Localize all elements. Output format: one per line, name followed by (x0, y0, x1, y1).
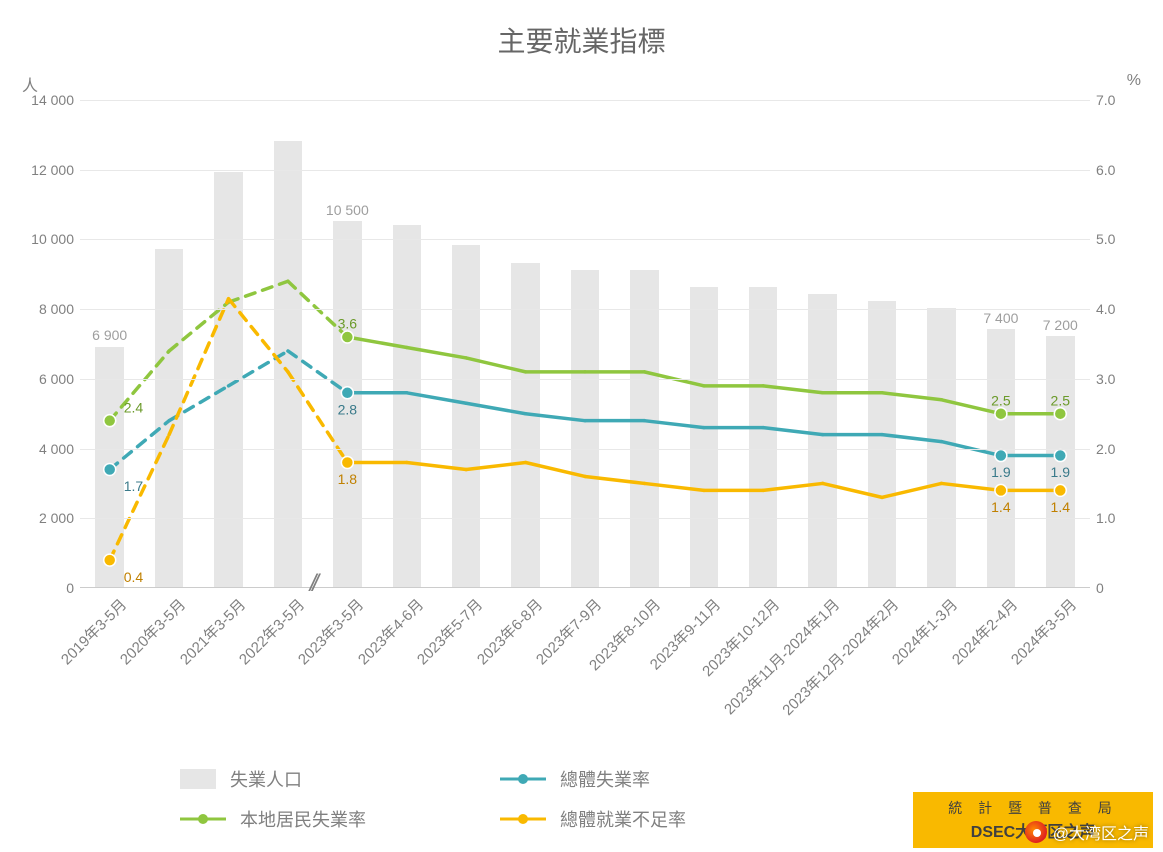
x-axis-labels: 2019年3-5月2020年3-5月2021年3-5月2022年3-5月2023… (80, 594, 1090, 744)
series-marker (341, 457, 353, 469)
legend-item: 失業人口 (180, 766, 500, 792)
gridline (80, 379, 1090, 380)
series-value-label: 2.5 (991, 392, 1011, 408)
series-segment (585, 476, 644, 483)
series-segment (169, 299, 228, 435)
series-value-label: 2.4 (124, 399, 144, 415)
plot-area: 6 90010 5007 4007 200 1.72.81.91.92.43.6… (80, 100, 1090, 588)
legend-line-swatch (500, 769, 546, 789)
legend-item: 本地居民失業率 (180, 806, 500, 832)
series-value-label: 1.9 (991, 464, 1011, 480)
series-marker (995, 408, 1007, 420)
weibo-text: @大湾区之声 (1053, 820, 1149, 844)
series-segment (882, 435, 941, 442)
series-segment (882, 393, 941, 400)
series-segment (763, 483, 822, 490)
y1-tick: 0 (18, 580, 74, 596)
series-segment (229, 351, 288, 386)
series-value-label: 1.4 (991, 499, 1011, 515)
line-layer: 1.72.81.91.92.43.62.52.50.41.81.41.4 (80, 100, 1090, 588)
series-segment (526, 414, 585, 421)
series-marker (995, 484, 1007, 496)
gridline (80, 170, 1090, 171)
y2-tick: 1.0 (1096, 510, 1130, 526)
legend-line-swatch (180, 809, 226, 829)
series-segment (823, 483, 882, 497)
legend-label: 總體就業不足率 (560, 806, 686, 832)
series-marker (1054, 484, 1066, 496)
series-segment (407, 463, 466, 470)
series-marker (104, 415, 116, 427)
series-segment (407, 347, 466, 357)
weibo-icon (1025, 821, 1047, 843)
y2-tick: 4.0 (1096, 301, 1130, 317)
series-value-label: 2.5 (1051, 392, 1071, 408)
legend-line-swatch (500, 809, 546, 829)
y2-tick: 6.0 (1096, 162, 1130, 178)
series-segment (110, 435, 169, 560)
y1-tick: 10 000 (18, 231, 74, 247)
series-segment (644, 483, 703, 490)
y2-tick: 0 (1096, 580, 1130, 596)
series-marker (341, 331, 353, 343)
series-segment (466, 358, 525, 372)
series-marker (1054, 408, 1066, 420)
series-segment (644, 421, 703, 428)
legend-item: 總體失業率 (500, 766, 820, 792)
y1-tick: 6 000 (18, 371, 74, 387)
series-segment (941, 483, 1000, 490)
legend-label: 本地居民失業率 (240, 806, 366, 832)
legend-bar-swatch (180, 769, 216, 789)
logo-line1: 統 計 暨 普 查 局 (948, 798, 1117, 818)
legend-label: 失業人口 (230, 766, 302, 792)
y1-tick: 8 000 (18, 301, 74, 317)
chart-title: 主要就業指標 (0, 20, 1163, 60)
series-segment (229, 281, 288, 302)
series-segment (882, 483, 941, 497)
gridline (80, 239, 1090, 240)
series-segment (347, 337, 406, 347)
series-marker (104, 554, 116, 566)
x-category-label: 2023年12月-2024年2月 (777, 594, 903, 720)
series-value-label: 0.4 (124, 569, 144, 585)
y1-tick: 12 000 (18, 162, 74, 178)
y2-tick: 2.0 (1096, 441, 1130, 457)
series-segment (466, 463, 525, 470)
series-marker (995, 450, 1007, 462)
series-value-label: 1.4 (1051, 499, 1071, 515)
series-marker (1054, 450, 1066, 462)
y2-tick: 3.0 (1096, 371, 1130, 387)
series-marker (341, 387, 353, 399)
series-segment (526, 463, 585, 477)
y1-tick: 14 000 (18, 92, 74, 108)
y2-tick: 7.0 (1096, 92, 1130, 108)
gridline (80, 449, 1090, 450)
gridline (80, 518, 1090, 519)
weibo-watermark: @大湾区之声 (1025, 820, 1149, 844)
series-segment (110, 421, 169, 470)
y2-tick: 5.0 (1096, 231, 1130, 247)
series-segment (763, 428, 822, 435)
chart-container: 主要就業指標 人 % 6 90010 5007 4007 200 1.72.81… (0, 0, 1163, 852)
series-value-label: 1.9 (1051, 464, 1071, 480)
series-segment (466, 403, 525, 413)
series-value-label: 2.8 (338, 402, 358, 418)
series-value-label: 1.8 (338, 471, 358, 487)
gridline (80, 309, 1090, 310)
series-marker (104, 463, 116, 475)
right-axis-label: % (1127, 72, 1141, 90)
legend-label: 總體失業率 (560, 766, 650, 792)
y1-tick: 2 000 (18, 510, 74, 526)
legend: 失業人口 總體失業率本地居民失業率 總體就業不足率 (180, 766, 880, 832)
legend-item: 總體就業不足率 (500, 806, 820, 832)
series-segment (407, 393, 466, 403)
gridline (80, 100, 1090, 101)
series-value-label: 3.6 (338, 316, 358, 332)
y1-tick: 4 000 (18, 441, 74, 457)
series-segment (763, 386, 822, 393)
